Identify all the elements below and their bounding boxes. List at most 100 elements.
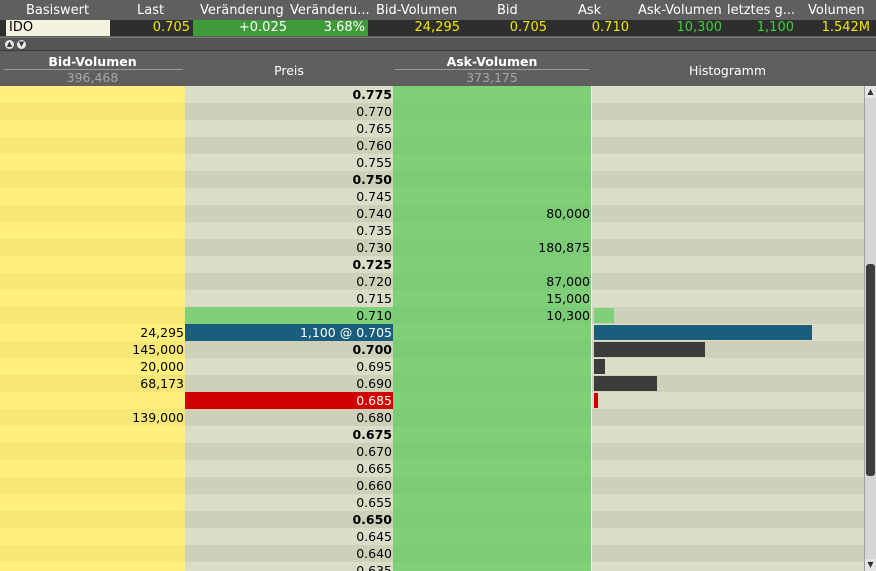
table-row[interactable]: 0.655 <box>0 494 864 511</box>
col-header-last[interactable]: Last <box>137 3 165 18</box>
ask-volume-cell[interactable] <box>393 154 591 171</box>
table-row[interactable]: 0.640 <box>0 545 864 562</box>
price-cell[interactable]: 0.715 <box>185 290 393 307</box>
bid-volume-title[interactable]: Bid-Volumen <box>48 54 137 69</box>
table-row[interactable]: 0.760 <box>0 137 864 154</box>
price-cell[interactable]: 0.695 <box>185 358 393 375</box>
panel-splitter[interactable]: ▲ ▼ <box>0 37 876 51</box>
table-row[interactable]: 0.770 <box>0 103 864 120</box>
ask-volume-cell[interactable] <box>393 494 591 511</box>
ask-volume-cell[interactable] <box>393 86 591 103</box>
price-cell[interactable]: 0.770 <box>185 103 393 120</box>
bid-volume-cell[interactable]: 145,000 <box>0 341 185 358</box>
ask-volume-cell[interactable]: 87,000 <box>393 273 591 290</box>
price-cell[interactable]: 0.760 <box>185 137 393 154</box>
col-header-volumen[interactable]: Volumen <box>808 3 865 18</box>
table-row[interactable]: 0.670 <box>0 443 864 460</box>
price-cell[interactable]: 0.745 <box>185 188 393 205</box>
bid-volume-cell[interactable] <box>0 511 185 528</box>
price-cell[interactable]: 0.710 <box>185 307 393 324</box>
table-row[interactable]: 0.645 <box>0 528 864 545</box>
table-row[interactable]: 0.685 <box>0 392 864 409</box>
price-cell[interactable]: 0.670 <box>185 443 393 460</box>
bid-volume-cell[interactable]: 24,295 <box>0 324 185 341</box>
bid-volume-cell[interactable] <box>0 273 185 290</box>
ask-volume-cell[interactable]: 15,000 <box>393 290 591 307</box>
price-cell[interactable]: 0.650 <box>185 511 393 528</box>
col-header-veraenderung[interactable]: Veränderung <box>200 3 284 18</box>
price-cell[interactable]: 0.725 <box>185 256 393 273</box>
ask-volume-cell[interactable] <box>393 392 591 409</box>
table-row[interactable]: 139,000 0.680 <box>0 409 864 426</box>
quote-basiswert[interactable]: IDO <box>6 20 110 36</box>
bid-volume-cell[interactable]: 68,173 <box>0 375 185 392</box>
ask-volume-cell[interactable] <box>393 256 591 273</box>
table-row[interactable]: 0.775 <box>0 86 864 103</box>
ask-volume-cell[interactable] <box>393 528 591 545</box>
price-cell[interactable]: 0.665 <box>185 460 393 477</box>
bid-volume-cell[interactable] <box>0 528 185 545</box>
table-row[interactable]: 145,000 0.700 <box>0 341 864 358</box>
price-cell[interactable]: 0.750 <box>185 171 393 188</box>
col-header-basiswert[interactable]: Basiswert <box>26 3 90 18</box>
table-row[interactable]: 0.665 <box>0 460 864 477</box>
ask-volume-cell[interactable] <box>393 562 591 571</box>
col-header-letztes[interactable]: letztes g... <box>727 3 796 18</box>
ask-volume-cell[interactable] <box>393 460 591 477</box>
price-cell[interactable]: 0.765 <box>185 120 393 137</box>
bid-volume-cell[interactable] <box>0 239 185 256</box>
ask-volume-cell[interactable] <box>393 426 591 443</box>
table-row[interactable]: 0.745 <box>0 188 864 205</box>
table-row[interactable]: 24,295 1,100 @ 0.705 <box>0 324 864 341</box>
price-cell[interactable]: 0.645 <box>185 528 393 545</box>
ask-volume-cell[interactable]: 180,875 <box>393 239 591 256</box>
table-row[interactable]: 20,000 0.695 <box>0 358 864 375</box>
histogram-title[interactable]: Histogramm <box>688 63 767 78</box>
bid-volume-cell[interactable]: 139,000 <box>0 409 185 426</box>
ask-volume-cell[interactable] <box>393 409 591 426</box>
scroll-up-icon[interactable]: ▲ <box>865 86 876 98</box>
quote-row[interactable]: IDO 0.705 +0.025 3.68% 24,295 0.705 0.71… <box>0 20 876 36</box>
ask-volume-cell[interactable] <box>393 358 591 375</box>
price-cell[interactable]: 0.685 <box>185 392 393 409</box>
ask-volume-cell[interactable] <box>393 375 591 392</box>
col-header-ask[interactable]: Ask <box>578 3 602 18</box>
table-row[interactable]: 0.765 <box>0 120 864 137</box>
price-cell[interactable]: 0.735 <box>185 222 393 239</box>
price-cell[interactable]: 0.690 <box>185 375 393 392</box>
ask-volume-cell[interactable] <box>393 341 591 358</box>
ask-volume-cell[interactable] <box>393 477 591 494</box>
price-cell[interactable]: 1,100 @ 0.705 <box>185 324 393 341</box>
table-row[interactable]: 0.660 <box>0 477 864 494</box>
scroll-down-icon[interactable]: ▼ <box>865 559 876 571</box>
bid-volume-cell[interactable] <box>0 545 185 562</box>
scroll-thumb[interactable] <box>866 264 875 476</box>
table-row[interactable]: 0.675 <box>0 426 864 443</box>
bid-volume-cell[interactable] <box>0 460 185 477</box>
ask-volume-cell[interactable] <box>393 171 591 188</box>
bid-volume-cell[interactable] <box>0 426 185 443</box>
bid-volume-cell[interactable] <box>0 222 185 239</box>
expand-down-icon[interactable]: ▼ <box>17 40 26 49</box>
table-row[interactable]: 0.650 <box>0 511 864 528</box>
price-cell[interactable]: 0.655 <box>185 494 393 511</box>
order-book[interactable]: 0.775 0.770 0.765 0.760 0.755 0.750 0.745 0.740… <box>0 86 864 571</box>
table-row[interactable]: 0.750 <box>0 171 864 188</box>
ask-volume-cell[interactable] <box>393 137 591 154</box>
ask-volume-cell[interactable] <box>393 324 591 341</box>
bid-volume-cell[interactable] <box>0 290 185 307</box>
table-row[interactable]: 0.720 87,000 <box>0 273 864 290</box>
price-cell[interactable]: 0.700 <box>185 341 393 358</box>
bid-volume-cell[interactable] <box>0 443 185 460</box>
bid-volume-cell[interactable] <box>0 120 185 137</box>
bid-volume-cell[interactable] <box>0 188 185 205</box>
bid-volume-cell[interactable] <box>0 392 185 409</box>
price-cell[interactable]: 0.680 <box>185 409 393 426</box>
bid-volume-cell[interactable] <box>0 307 185 324</box>
vertical-scrollbar[interactable]: ▲ ▼ <box>864 86 876 571</box>
table-row[interactable]: 0.735 <box>0 222 864 239</box>
col-header-ask-volumen[interactable]: Ask-Volumen <box>638 3 722 18</box>
ask-volume-cell[interactable] <box>393 545 591 562</box>
table-row[interactable]: 0.710 10,300 <box>0 307 864 324</box>
price-cell[interactable]: 0.740 <box>185 205 393 222</box>
